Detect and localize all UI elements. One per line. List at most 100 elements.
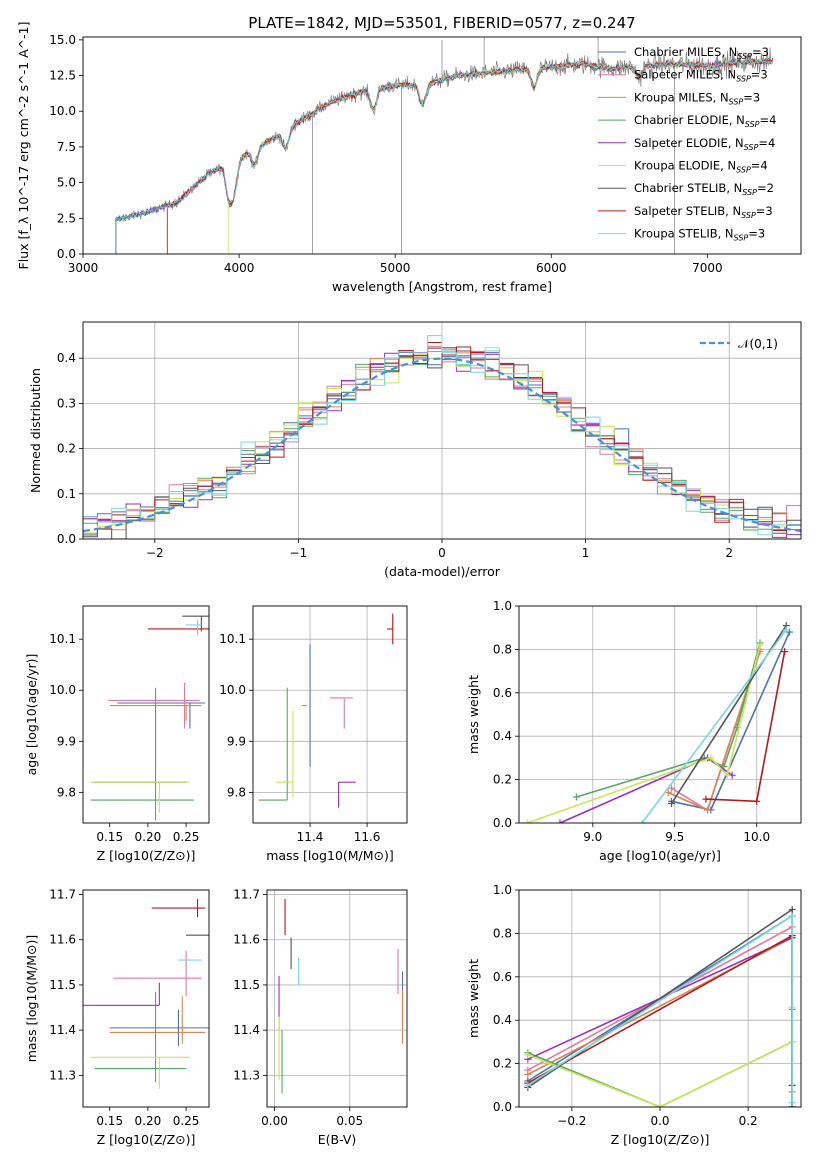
y-axis-label: mass weight xyxy=(466,959,481,1038)
x-tick-label: 6000 xyxy=(536,261,567,275)
y-tick-label: 0.4 xyxy=(493,1013,512,1027)
y-tick-label: 0.0 xyxy=(493,816,512,830)
x-tick-label: 0 xyxy=(438,546,446,560)
chart-mass_vs_ebv: 0.00 0.05 11.3 11.4 11.5 11.6 11.7 E(B-V) xyxy=(233,888,408,1147)
chart-massweight_vs_Z: −0.2 0.0 0.2 0.0 0.2 0.4 0.6 0.8 1.0 Z [log10(Z/Z… xyxy=(466,883,802,1147)
y-tick-label: 0.2 xyxy=(493,1057,512,1071)
y-tick-label: 15.0 xyxy=(49,33,76,47)
y-tick-label: 0.6 xyxy=(493,686,512,700)
y-tick-label: 0.4 xyxy=(57,351,76,365)
mass-weight-marker xyxy=(723,771,731,779)
x-tick-label: 5000 xyxy=(380,261,411,275)
model-spectrum-line xyxy=(115,58,773,254)
x-tick-label: 11.6 xyxy=(354,830,381,844)
errorbar-point-5 xyxy=(90,1056,190,1089)
y-tick-label: 0.2 xyxy=(493,773,512,787)
figure-title: PLATE=1842, MJD=53501, FIBERID=0577, z=0… xyxy=(248,14,635,32)
chart-massweight_vs_age: 9.0 9.5 10.0 0.0 0.2 0.4 0.6 0.8 1.0 age [log10(a… xyxy=(466,599,802,863)
plot-area-massweight_vs_Z xyxy=(519,890,801,1107)
mass-weight-line-5 xyxy=(526,644,761,823)
chart-spectrum: 3000 4000 5000 6000 7000 0.0 2.5 5.0 7.5 10.0 12.5… xyxy=(16,22,802,294)
y-tick-label: 7.5 xyxy=(57,140,76,154)
y-tick-label: 11.3 xyxy=(233,1068,260,1082)
x-tick-label: 0.25 xyxy=(173,1114,200,1128)
model-spectrum-line xyxy=(227,57,773,254)
y-tick-label: 11.6 xyxy=(233,933,260,947)
x-tick-label: 7000 xyxy=(692,261,723,275)
mass-weight-marker xyxy=(788,906,796,914)
errorbar-point-0 xyxy=(117,702,206,729)
errorbar-point-2 xyxy=(109,996,206,1044)
errorbar-point-4 xyxy=(338,781,356,808)
y-tick-label: 0.6 xyxy=(493,970,512,984)
x-tick-label: 9.5 xyxy=(665,830,684,844)
mass-weight-marker xyxy=(788,1099,796,1107)
model-spectrum-line xyxy=(115,58,773,254)
y-tick-label: 10.0 xyxy=(49,683,76,697)
y-tick-label: 0.8 xyxy=(493,926,512,940)
y-tick-label: 11.4 xyxy=(49,1023,76,1037)
mass-weight-marker xyxy=(707,754,715,762)
mass-weight-marker xyxy=(702,795,710,803)
spectrum-legend: Chabrier MILES, NSSP=3 Salpeter MILES, NS… xyxy=(598,45,776,243)
x-tick-label: 1 xyxy=(582,546,590,560)
x-axis-label: (data-model)/error xyxy=(384,564,501,579)
plot-area-mass_vs_Z xyxy=(83,899,209,1089)
errorbar-point-1 xyxy=(113,951,202,997)
plot-area-age_vs_Z xyxy=(90,615,209,821)
mass-weight-marker xyxy=(523,819,531,823)
x-axis-label: age [log10(age/yr)] xyxy=(599,848,721,863)
mass-weight-marker xyxy=(572,793,580,801)
y-tick-label: 11.5 xyxy=(49,978,76,992)
y-tick-label: 9.8 xyxy=(57,785,76,799)
y-axis-label: age [log10(age/yr)] xyxy=(24,654,39,776)
errorbar-point-7 xyxy=(151,899,206,918)
y-tick-label: 0.2 xyxy=(57,442,76,456)
mass-weight-marker xyxy=(667,799,675,807)
legend-label-1: Salpeter MILES, NSSP=3 xyxy=(634,68,768,84)
x-tick-label: −1 xyxy=(290,546,308,560)
x-tick-label: 0.2 xyxy=(739,1114,758,1128)
y-axis-label: Flux [f_λ 10^-17 erg cm^-2 s^-1 A^-1] xyxy=(16,22,31,270)
mass-weight-marker xyxy=(788,912,796,920)
legend-label-3: Chabrier ELODIE, NSSP=4 xyxy=(634,113,776,129)
chart-residuals: −2 −1 0 1 2 0.0 0.1 0.2 0.3 0.4 (data-model)/error… xyxy=(28,321,802,579)
axes-frame xyxy=(518,605,802,824)
x-tick-label: −0.2 xyxy=(557,1114,586,1128)
mass-weight-line-8 xyxy=(641,629,787,823)
legend-label-5: Kroupa ELODIE, NSSP=4 xyxy=(634,159,768,175)
y-tick-label: 11.6 xyxy=(49,933,76,947)
chart-age_vs_Z: 0.15 0.20 0.25 9.8 9.9 10.0 10.1 Z [log10(Z/Z⊙)… xyxy=(24,605,210,863)
model-spectrum-line xyxy=(115,59,773,254)
legend-label-6: Chabrier STELIB, NSSP=2 xyxy=(634,181,774,197)
mass-weight-marker xyxy=(704,806,712,814)
y-tick-label: 10.1 xyxy=(49,632,76,646)
model-spectrum-line xyxy=(115,57,773,254)
y-tick-label: 1.0 xyxy=(493,599,512,613)
y-tick-label: 0.1 xyxy=(57,487,76,501)
errorbar-point-3 xyxy=(258,687,288,801)
errorbar-point-7 xyxy=(387,613,394,645)
y-axis-label: mass weight xyxy=(466,675,481,754)
plot-area-spectrum xyxy=(115,37,774,254)
errorbar-point-3 xyxy=(90,687,194,821)
axes-frame xyxy=(266,889,408,1108)
plot-area-massweight_vs_age xyxy=(519,606,801,823)
mass-weight-marker xyxy=(753,797,761,805)
plot-area-mass_vs_ebv xyxy=(267,890,407,1107)
mass-weight-marker xyxy=(524,1070,532,1078)
y-tick-label: 12.5 xyxy=(49,69,76,83)
x-tick-label: 4000 xyxy=(224,261,255,275)
y-tick-label: 9.8 xyxy=(227,785,246,799)
y-axis-label: mass [log10(M/M⊙)] xyxy=(24,935,39,1063)
axes-frame xyxy=(82,321,802,540)
y-tick-label: 9.9 xyxy=(227,734,246,748)
residual-legend: 𝒩(0,1) xyxy=(700,337,778,351)
mass-weight-marker xyxy=(664,789,672,797)
residual-histogram-8 xyxy=(83,335,801,539)
y-tick-label: 2.5 xyxy=(57,211,76,225)
x-axis-label: wavelength [Angstrom, rest frame] xyxy=(332,279,552,294)
x-tick-label: 10.0 xyxy=(743,830,770,844)
legend-label-7: Salpeter STELIB, NSSP=3 xyxy=(634,204,773,220)
